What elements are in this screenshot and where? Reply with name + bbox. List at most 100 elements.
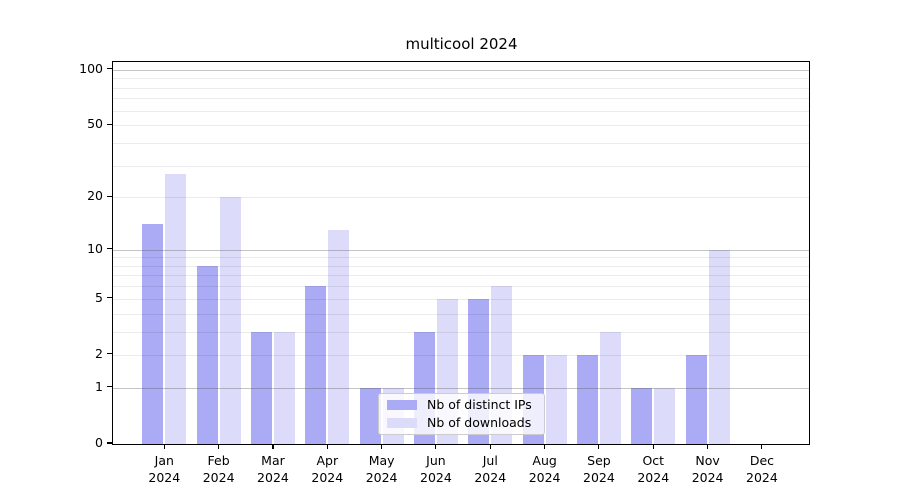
y-tick-label: 100 bbox=[79, 60, 103, 76]
gridline-minor bbox=[113, 257, 809, 259]
y-tick-mark bbox=[107, 123, 112, 125]
x-tick-label: Nov 2024 bbox=[680, 452, 736, 486]
chart-title: multicool 2024 bbox=[405, 35, 518, 53]
x-tick-month: Mar bbox=[261, 453, 285, 468]
y-tick-mark bbox=[107, 442, 112, 444]
x-tick-year: 2024 bbox=[365, 470, 398, 485]
x-tick-month: Sep bbox=[587, 453, 611, 468]
y-tick-label: 10 bbox=[87, 240, 103, 256]
x-tick-month: Dec bbox=[749, 453, 775, 468]
gridline-minor bbox=[113, 142, 809, 144]
x-tick-year: 2024 bbox=[637, 470, 670, 485]
x-tick-year: 2024 bbox=[474, 470, 507, 485]
x-tick-label: Jan 2024 bbox=[136, 452, 192, 486]
x-tick-mark bbox=[489, 445, 491, 449]
bar-downloads bbox=[328, 229, 350, 444]
y-tick-mark bbox=[107, 68, 112, 70]
gridline-minor bbox=[113, 298, 809, 300]
x-tick-mark bbox=[163, 445, 165, 449]
bar-downloads bbox=[165, 173, 187, 444]
x-tick-label: May 2024 bbox=[354, 452, 410, 486]
x-tick-mark bbox=[761, 445, 763, 449]
bar-downloads bbox=[708, 249, 730, 444]
x-tick-month: Jul bbox=[482, 453, 498, 468]
x-tick-label: Jul 2024 bbox=[462, 452, 518, 486]
gridline-minor bbox=[113, 354, 809, 356]
x-tick-year: 2024 bbox=[148, 470, 181, 485]
y-tick-mark bbox=[107, 353, 112, 355]
bar-distinct-ips bbox=[142, 224, 164, 444]
bar-downloads bbox=[599, 331, 621, 444]
bar-distinct-ips bbox=[685, 354, 707, 444]
x-tick-label: Jun 2024 bbox=[408, 452, 464, 486]
x-tick-month: Jan bbox=[154, 453, 174, 468]
x-tick-mark bbox=[707, 445, 709, 449]
x-tick-mark bbox=[326, 445, 328, 449]
x-tick-mark bbox=[435, 445, 437, 449]
gridline-major bbox=[113, 387, 809, 389]
bar-downloads bbox=[273, 331, 295, 444]
x-tick-label: Dec 2024 bbox=[734, 452, 790, 486]
x-tick-label: Mar 2024 bbox=[245, 452, 301, 486]
x-tick-year: 2024 bbox=[257, 470, 289, 485]
bar-downloads bbox=[545, 354, 567, 444]
gridline-minor bbox=[113, 286, 809, 288]
y-tick-mark bbox=[107, 386, 112, 388]
x-tick-mark bbox=[381, 445, 383, 449]
bar-distinct-ips bbox=[359, 387, 381, 444]
gridline-minor bbox=[113, 165, 809, 167]
x-tick-year: 2024 bbox=[746, 470, 778, 485]
x-tick-year: 2024 bbox=[583, 470, 615, 485]
gridline-minor bbox=[113, 331, 809, 333]
y-tick-mark bbox=[107, 247, 112, 250]
bar-distinct-ips bbox=[305, 286, 327, 444]
gridline-minor bbox=[113, 265, 809, 267]
y-tick-mark bbox=[107, 297, 112, 299]
x-tick-mark bbox=[544, 445, 546, 449]
x-tick-mark bbox=[218, 445, 220, 449]
x-tick-year: 2024 bbox=[202, 470, 235, 485]
x-tick-month: Oct bbox=[642, 453, 665, 468]
y-tick-label: 20 bbox=[87, 188, 103, 204]
bar-distinct-ips bbox=[631, 387, 653, 444]
y-tick-label: 0 bbox=[95, 435, 103, 450]
bar-distinct-ips bbox=[250, 331, 272, 444]
plot-area bbox=[112, 61, 810, 445]
x-tick-label: Aug 2024 bbox=[517, 452, 573, 486]
x-tick-mark bbox=[272, 445, 274, 449]
gridline-minor bbox=[113, 110, 809, 112]
legend-label: Nb of downloads bbox=[427, 415, 532, 430]
gridline-minor bbox=[113, 78, 809, 80]
x-tick-year: 2024 bbox=[311, 470, 344, 485]
gridline-minor bbox=[113, 87, 809, 89]
x-tick-month: Nov bbox=[695, 453, 720, 468]
x-tick-label: Sep 2024 bbox=[571, 452, 627, 486]
gridline-minor bbox=[113, 125, 809, 127]
y-tick-label: 2 bbox=[95, 345, 103, 361]
y-tick-label: 1 bbox=[95, 378, 103, 394]
gridline-minor bbox=[113, 313, 809, 315]
x-tick-year: 2024 bbox=[420, 470, 452, 485]
gridline-major bbox=[113, 249, 809, 251]
x-tick-mark bbox=[598, 445, 600, 449]
bar-distinct-ips bbox=[196, 265, 218, 444]
gridline-minor bbox=[113, 197, 809, 199]
legend-entry-distinct-ips: Nb of distinct IPs bbox=[387, 398, 544, 412]
y-tick-label: 50 bbox=[87, 116, 103, 132]
bar-downloads bbox=[219, 197, 241, 444]
x-tick-month: Apr bbox=[316, 453, 339, 468]
x-tick-label: Oct 2024 bbox=[625, 452, 681, 486]
x-tick-label: Apr 2024 bbox=[299, 452, 355, 486]
legend: Nb of distinct IPs Nb of downloads bbox=[378, 393, 545, 435]
x-tick-month: Jun bbox=[426, 453, 446, 468]
x-tick-month: May bbox=[368, 453, 395, 468]
x-tick-mark bbox=[652, 445, 654, 449]
downloads-swatch-icon bbox=[387, 418, 417, 428]
distinct-ips-swatch-icon bbox=[387, 400, 417, 410]
x-tick-month: Feb bbox=[207, 453, 230, 468]
gridline-minor bbox=[113, 98, 809, 100]
x-tick-year: 2024 bbox=[528, 470, 561, 485]
gridline-minor bbox=[113, 275, 809, 277]
legend-entry-downloads: Nb of downloads bbox=[387, 416, 544, 430]
